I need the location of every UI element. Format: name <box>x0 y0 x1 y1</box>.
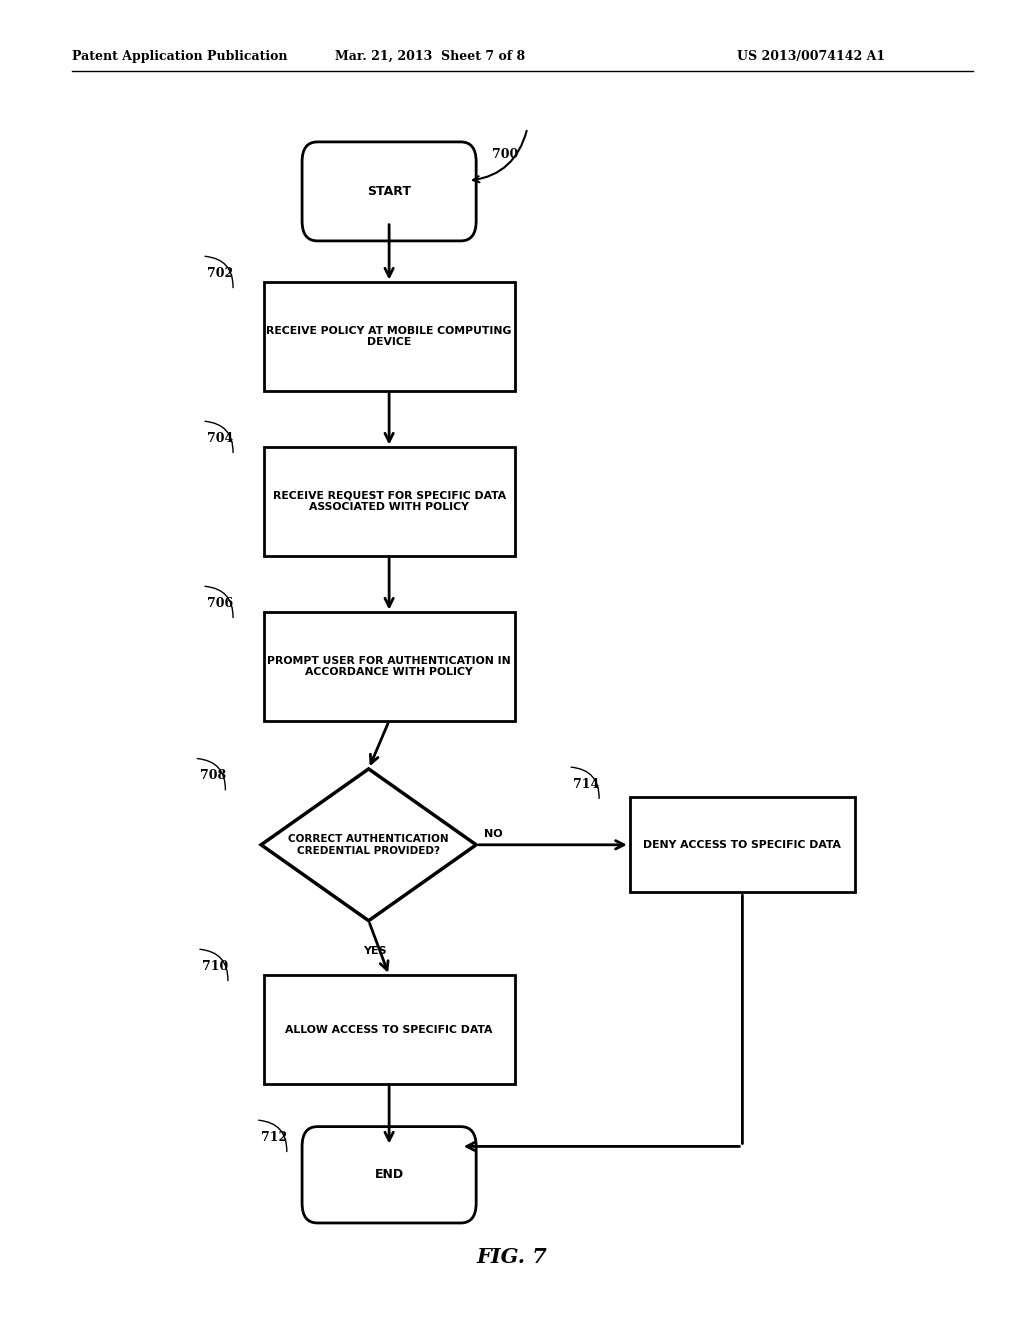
Text: 714: 714 <box>573 777 600 791</box>
FancyBboxPatch shape <box>264 447 514 556</box>
Text: 702: 702 <box>207 267 233 280</box>
Text: FIG. 7: FIG. 7 <box>476 1246 548 1267</box>
Text: CORRECT AUTHENTICATION
CREDENTIAL PROVIDED?: CORRECT AUTHENTICATION CREDENTIAL PROVID… <box>289 834 449 855</box>
Text: Mar. 21, 2013  Sheet 7 of 8: Mar. 21, 2013 Sheet 7 of 8 <box>335 50 525 63</box>
FancyBboxPatch shape <box>302 1127 476 1222</box>
Text: RECEIVE POLICY AT MOBILE COMPUTING
DEVICE: RECEIVE POLICY AT MOBILE COMPUTING DEVIC… <box>266 326 512 347</box>
FancyBboxPatch shape <box>630 797 855 892</box>
Text: 706: 706 <box>207 597 233 610</box>
Text: NO: NO <box>484 829 503 840</box>
Text: RECEIVE REQUEST FOR SPECIFIC DATA
ASSOCIATED WITH POLICY: RECEIVE REQUEST FOR SPECIFIC DATA ASSOCI… <box>272 491 506 512</box>
Text: YES: YES <box>364 945 387 956</box>
Text: START: START <box>368 185 411 198</box>
Text: US 2013/0074142 A1: US 2013/0074142 A1 <box>737 50 886 63</box>
FancyBboxPatch shape <box>302 143 476 242</box>
FancyBboxPatch shape <box>264 612 514 721</box>
Text: Patent Application Publication: Patent Application Publication <box>72 50 287 63</box>
FancyBboxPatch shape <box>264 975 514 1084</box>
Text: DENY ACCESS TO SPECIFIC DATA: DENY ACCESS TO SPECIFIC DATA <box>643 840 842 850</box>
Text: 710: 710 <box>203 960 228 973</box>
Text: 708: 708 <box>200 770 226 781</box>
Text: 712: 712 <box>261 1131 288 1143</box>
Text: END: END <box>375 1168 403 1181</box>
Text: ALLOW ACCESS TO SPECIFIC DATA: ALLOW ACCESS TO SPECIFIC DATA <box>286 1024 493 1035</box>
FancyBboxPatch shape <box>264 282 514 391</box>
Text: 704: 704 <box>207 432 233 445</box>
Polygon shape <box>261 768 476 921</box>
Text: 700: 700 <box>492 148 518 161</box>
Text: PROMPT USER FOR AUTHENTICATION IN
ACCORDANCE WITH POLICY: PROMPT USER FOR AUTHENTICATION IN ACCORD… <box>267 656 511 677</box>
